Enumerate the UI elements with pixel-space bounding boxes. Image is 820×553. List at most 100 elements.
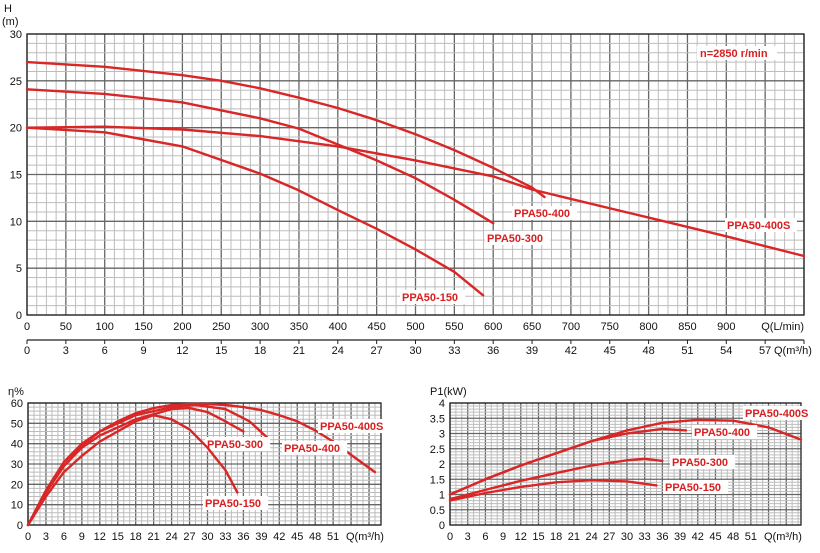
y-tick-label: 0: [16, 310, 22, 322]
y-tick-label: 10: [10, 216, 22, 228]
series-label: PPA50-150: [402, 292, 458, 304]
series-label: PPA50-400: [284, 443, 340, 455]
secondary-tick-label: 9: [140, 345, 146, 357]
x-axis-label: Q(m³/h): [764, 531, 802, 543]
secondary-tick-label: 0: [24, 345, 30, 357]
y-tick-label: 4: [439, 398, 445, 410]
plot-frame: [26, 33, 805, 316]
curve-ppa50-150: [26, 414, 239, 527]
secondary-tick-label: 3: [63, 345, 69, 357]
secondary-tick-label: 45: [604, 345, 616, 357]
x-tick-label: 6: [61, 531, 67, 543]
x-tick-label: 12: [515, 531, 527, 543]
curve-ppa50-300: [448, 457, 664, 501]
series-label-bg: [512, 206, 578, 220]
series-label-bg: [670, 455, 736, 469]
y-tick-label: 25: [10, 76, 22, 88]
chart-2: 00.511.522.533.540 3 6 9 12 15 18 21 24 27 30 33 36 3…: [430, 386, 815, 543]
y-tick-label: 60: [11, 398, 23, 410]
series-label: PPA50-400S: [727, 220, 790, 232]
x-tick-label: 150: [134, 321, 152, 333]
x-tick-label: 21: [148, 531, 160, 543]
curve-ppa50-400s: [25, 125, 806, 258]
y-tick-label: 20: [10, 123, 22, 135]
x-tick-label: 36: [237, 531, 249, 543]
x-tick-label: 450: [367, 321, 385, 333]
secondary-tick-label: 24: [332, 345, 344, 357]
x-tick-label: 18: [550, 531, 562, 543]
x-tick-label: 51: [745, 531, 757, 543]
x-tick-label: 550: [445, 321, 463, 333]
x-axis-label: Q(m³/h): [346, 531, 384, 543]
secondary-tick-label: 27: [371, 345, 383, 357]
series-label-bg: [663, 480, 729, 494]
x-tick-label: 9: [500, 531, 506, 543]
y-axis-label: P1(kW): [430, 386, 467, 398]
x-tick-label: 15: [532, 531, 544, 543]
y-axis-label: η%: [8, 386, 24, 398]
x-tick-label: 600: [484, 321, 502, 333]
series-label: PPA50-400: [694, 427, 750, 439]
secondary-tick-label: 15: [215, 345, 227, 357]
secondary-tick-label: 6: [102, 345, 108, 357]
x-tick-label: 750: [601, 321, 619, 333]
series-label: PPA50-400: [514, 208, 570, 220]
x-tick-label: 33: [639, 531, 651, 543]
x-tick-label: 50: [60, 321, 72, 333]
x-tick-label: 3: [43, 531, 49, 543]
secondary-tick-label: 54: [720, 345, 732, 357]
series-label-bg: [725, 218, 797, 232]
x-tick-label: 350: [290, 321, 308, 333]
x-tick-label: 42: [273, 531, 285, 543]
series-label: PPA50-400S: [320, 421, 383, 433]
x-tick-label: 51: [327, 531, 339, 543]
curve-ppa50-400: [25, 60, 546, 199]
x-tick-label: 200: [173, 321, 191, 333]
curve-ppa50-150: [448, 479, 658, 502]
x-tick-label: 400: [329, 321, 347, 333]
series-label: PPA50-150: [665, 482, 721, 494]
y-tick-label: 0.5: [430, 505, 445, 517]
y-tick-label: 1.5: [430, 474, 445, 486]
x-tick-label: 48: [309, 531, 321, 543]
secondary-tick-label: 51: [681, 345, 693, 357]
annotation-bg: [697, 46, 777, 60]
y-tick-label: 3: [439, 429, 445, 441]
series-label-bg: [485, 231, 551, 245]
secondary-axis-label: Q(m³/h): [774, 345, 812, 357]
x-tick-label: 650: [523, 321, 541, 333]
secondary-tick-label: 48: [642, 345, 654, 357]
curve-ppa50-400s: [26, 402, 377, 527]
curve-ppa50-300: [25, 88, 495, 225]
series-label: PPA50-300: [207, 439, 263, 451]
secondary-tick-label: 36: [487, 345, 499, 357]
x-tick-label: 300: [251, 321, 269, 333]
x-tick-label: 15: [112, 531, 124, 543]
series-label-bg: [203, 496, 269, 510]
x-tick-label: 700: [562, 321, 580, 333]
x-tick-label: 39: [255, 531, 267, 543]
series-label: PPA50-300: [487, 233, 543, 245]
y-tick-label: 15: [10, 170, 22, 182]
series-label-bg: [743, 406, 815, 420]
y-tick-label: 0: [439, 520, 445, 532]
curve-ppa50-150: [25, 126, 485, 297]
x-tick-label: 6: [482, 531, 488, 543]
series-label-bg: [400, 290, 466, 304]
secondary-tick-label: 30: [409, 345, 421, 357]
secondary-tick-label: 39: [526, 345, 538, 357]
x-tick-label: 30: [621, 531, 633, 543]
y-tick-label: 30: [10, 29, 22, 41]
x-axis-label: Q(L/min): [761, 321, 804, 333]
y-tick-label: 5: [16, 263, 22, 275]
secondary-x-axis: 0 3 6 9 12 15 18 21 24 27 30 33 36 39 42 45 48 51 54 57 Q(m³…: [24, 339, 812, 357]
x-tick-label: 500: [406, 321, 424, 333]
speed-annotation: n=2850 r/min: [700, 48, 768, 60]
y-tick-label: 20: [11, 479, 23, 491]
x-tick-label: 27: [183, 531, 195, 543]
x-tick-label: 250: [212, 321, 230, 333]
x-tick-label: 100: [96, 321, 114, 333]
